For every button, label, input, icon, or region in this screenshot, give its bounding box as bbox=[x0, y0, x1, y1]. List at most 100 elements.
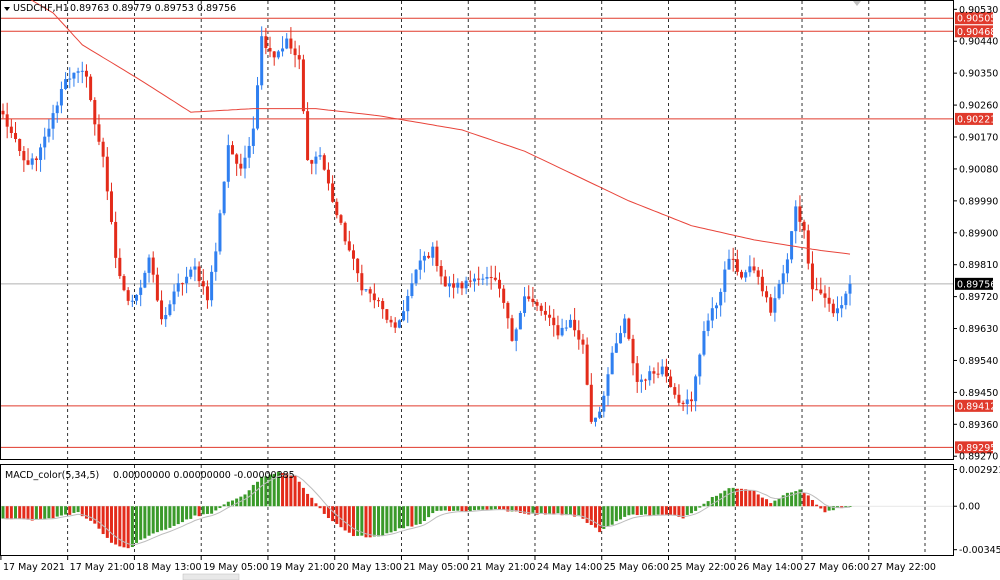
candle-body bbox=[573, 319, 577, 331]
macd-tick-label: 0.00 bbox=[959, 502, 980, 513]
macd-bar bbox=[523, 506, 527, 514]
candle-body bbox=[281, 48, 285, 52]
macd-bar bbox=[589, 506, 593, 525]
macd-bar bbox=[185, 506, 189, 520]
candle-body bbox=[43, 136, 47, 148]
candle-body bbox=[769, 297, 773, 313]
macd-bar bbox=[318, 506, 322, 509]
candle-body bbox=[331, 183, 335, 202]
macd-bar bbox=[176, 506, 180, 525]
macd-bar bbox=[347, 506, 351, 533]
horizontal-levels[interactable]: 0.90505 0.90468 0.90221 0.89412 0.89295 0.897… bbox=[1, 12, 996, 454]
candle-body bbox=[230, 145, 234, 155]
macd-bar bbox=[260, 476, 264, 507]
time-axis: 17 May 2021 17 May 21:00 18 May 13:00 19 Ma… bbox=[0, 556, 936, 573]
candle-body bbox=[664, 366, 668, 377]
candle-body bbox=[493, 277, 497, 280]
candle-body bbox=[326, 169, 330, 184]
macd-bar bbox=[281, 473, 285, 507]
candle-body bbox=[34, 158, 38, 160]
moving-average bbox=[30, 0, 851, 255]
candle-body bbox=[368, 289, 372, 294]
macd-bar bbox=[55, 506, 59, 517]
candle-body bbox=[276, 51, 280, 58]
price-tick-label: 0.89990 bbox=[959, 196, 998, 207]
candle-body bbox=[314, 156, 318, 164]
candle-body bbox=[285, 38, 289, 49]
candle-body bbox=[673, 387, 677, 395]
macd-bar bbox=[660, 506, 664, 515]
macd-bar bbox=[410, 506, 414, 527]
candle-body bbox=[627, 318, 631, 339]
macd-bar bbox=[381, 506, 385, 536]
macd-bar bbox=[147, 506, 151, 536]
macd-bar bbox=[331, 506, 335, 522]
macd-bar bbox=[97, 506, 101, 529]
candle-body bbox=[815, 289, 819, 291]
macd-bar bbox=[477, 506, 481, 510]
candle-body bbox=[472, 278, 476, 282]
macd-bar bbox=[648, 506, 652, 516]
macd-bar bbox=[343, 506, 347, 531]
macd-bar bbox=[827, 506, 831, 511]
macd-tick-label: -0.0034561 bbox=[959, 545, 1000, 556]
macd-bar bbox=[230, 500, 234, 507]
candle-body bbox=[335, 201, 339, 216]
level-label: 0.89295 bbox=[957, 443, 996, 454]
macd-histogram bbox=[1, 471, 953, 549]
candle-body bbox=[489, 277, 493, 279]
candle-body bbox=[635, 363, 639, 382]
macd-bar bbox=[377, 506, 381, 537]
candle-body bbox=[581, 339, 585, 345]
candle-body bbox=[389, 319, 393, 323]
macd-label: MACD_color(5,34,5) bbox=[5, 470, 99, 481]
candle-body bbox=[114, 221, 118, 258]
candle-body bbox=[68, 78, 72, 80]
time-tick-label: 20 May 13:00 bbox=[337, 562, 402, 573]
candle-body bbox=[481, 278, 485, 280]
candle-body bbox=[414, 269, 418, 284]
macd-bar bbox=[585, 506, 589, 523]
macd-bar bbox=[397, 506, 401, 529]
candle-body bbox=[652, 371, 656, 374]
price-tick-label: 0.89450 bbox=[959, 388, 998, 399]
candle-body bbox=[669, 376, 673, 388]
candle-body bbox=[810, 263, 814, 290]
candle-body bbox=[80, 70, 84, 72]
candle-body bbox=[126, 290, 130, 301]
candle-body bbox=[531, 298, 535, 303]
macd-bar bbox=[489, 506, 493, 510]
candle-body bbox=[756, 270, 760, 277]
candle-body bbox=[402, 311, 406, 321]
candle-body bbox=[460, 282, 464, 289]
candle-body bbox=[719, 291, 723, 306]
macd-bar bbox=[602, 506, 606, 529]
scroll-down-icon[interactable] bbox=[853, 1, 861, 6]
time-scroll-tab[interactable] bbox=[182, 573, 240, 580]
macd-bar bbox=[531, 506, 535, 514]
candle-body bbox=[222, 181, 226, 214]
macd-bar bbox=[498, 506, 502, 510]
macd-bar bbox=[205, 506, 209, 514]
candle-body bbox=[84, 70, 88, 77]
candle-body bbox=[802, 221, 806, 231]
macd-bar bbox=[694, 506, 698, 511]
candle-body bbox=[310, 160, 314, 164]
macd-bar bbox=[810, 499, 814, 507]
macd-bar bbox=[126, 506, 130, 549]
macd-bar bbox=[172, 506, 176, 526]
macd-bar bbox=[47, 506, 51, 519]
macd-bar bbox=[527, 506, 531, 515]
macd-bar bbox=[464, 506, 468, 512]
collapse-triangle-icon[interactable] bbox=[4, 7, 10, 11]
candle-body bbox=[806, 230, 810, 264]
candle-body bbox=[247, 145, 251, 158]
candle-body bbox=[76, 71, 80, 73]
candle-body bbox=[26, 160, 30, 165]
vertical-grid bbox=[67, 1, 926, 555]
time-tick-label: 18 May 13:00 bbox=[136, 562, 201, 573]
macd-bar bbox=[794, 491, 798, 507]
candle-body bbox=[752, 266, 756, 271]
